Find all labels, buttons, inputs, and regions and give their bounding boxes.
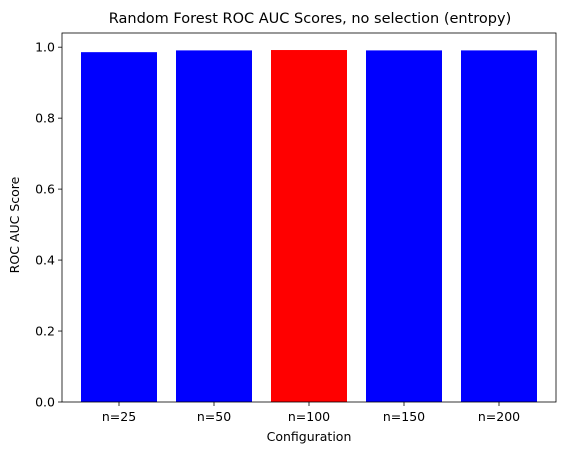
x-tick-label: n=25 <box>102 409 136 424</box>
bar-n=50 <box>176 50 252 402</box>
y-tick-label: 1.0 <box>35 40 55 55</box>
y-tick-label: 0.2 <box>35 324 55 339</box>
x-tick-label: n=100 <box>288 409 330 424</box>
x-tick-label: n=50 <box>197 409 231 424</box>
y-axis-label: ROC AUC Score <box>7 176 22 273</box>
bar-n=150 <box>366 50 442 402</box>
y-tick-label: 0.6 <box>35 182 55 197</box>
chart-title: Random Forest ROC AUC Scores, no selecti… <box>109 11 511 27</box>
y-tick-label: 0.0 <box>35 395 55 410</box>
y-ticks: 0.0 0.2 0.4 0.6 0.8 1.0 <box>35 40 62 410</box>
x-tick-label: n=150 <box>383 409 425 424</box>
x-axis-label: Configuration <box>267 429 352 444</box>
x-ticks: n=25 n=50 n=100 n=150 n=200 <box>102 402 520 424</box>
bar-n=25 <box>81 52 157 402</box>
y-tick-label: 0.8 <box>35 111 55 126</box>
x-tick-label: n=200 <box>478 409 520 424</box>
bar-n=200 <box>461 50 537 402</box>
y-tick-label: 0.4 <box>35 253 55 268</box>
bars-layer <box>81 50 537 402</box>
bar-n=100 <box>271 50 347 402</box>
